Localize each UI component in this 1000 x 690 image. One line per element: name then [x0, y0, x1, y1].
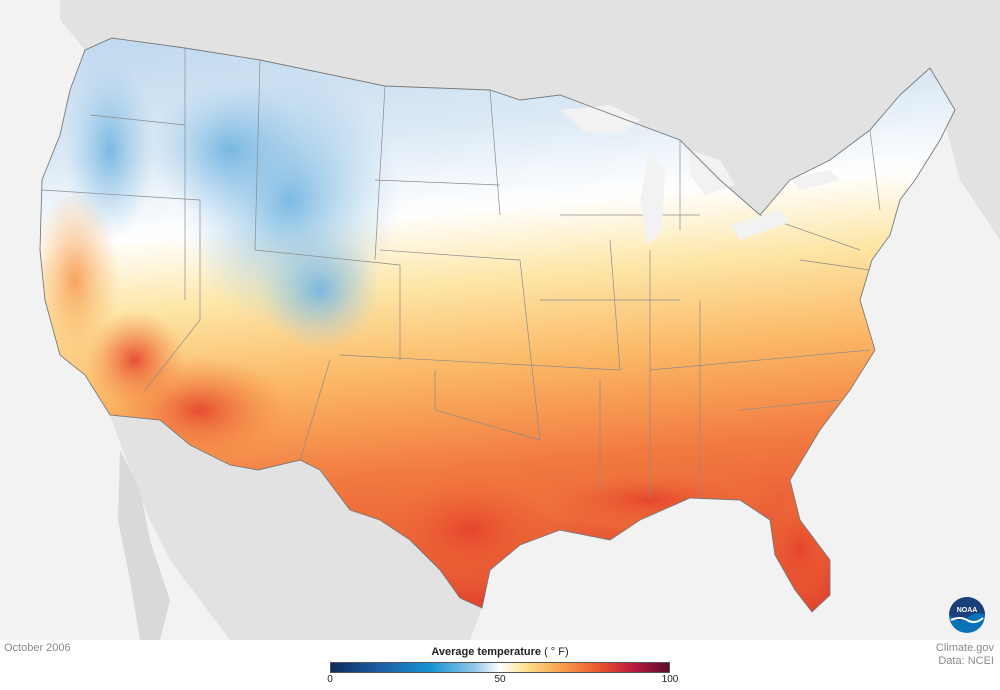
temperature-map — [0, 0, 1000, 640]
credit-site: Climate.gov — [935, 642, 994, 654]
noaa-logo: NOAA — [948, 596, 986, 634]
noaa-logo-icon: NOAA — [949, 597, 985, 633]
legend-unit: ( ° F) — [544, 646, 569, 658]
map-canvas — [39, 0, 1000, 640]
legend-title: Average temperature ( ° F) — [330, 646, 670, 658]
surrounding-land — [60, 0, 1000, 640]
legend-tick-0: 0 — [327, 674, 333, 685]
date-label: October 2006 — [4, 642, 71, 654]
legend-title-text: Average temperature — [431, 646, 541, 658]
state-borders — [41, 48, 881, 500]
noaa-logo-text: NOAA — [957, 607, 978, 614]
credit-data: Data: NCEI — [938, 655, 994, 667]
legend-color-bar — [330, 662, 670, 673]
temperature-legend: Average temperature ( ° F) 0 50 100 — [327, 644, 678, 688]
legend-tick-50: 50 — [494, 674, 506, 685]
legend-tick-100: 100 — [661, 674, 679, 685]
credit-block: Climate.gov Data: NCEI — [936, 642, 994, 668]
map-footer: October 2006 Average temperature ( ° F) … — [0, 640, 1000, 690]
